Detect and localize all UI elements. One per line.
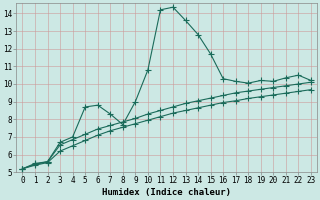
X-axis label: Humidex (Indice chaleur): Humidex (Indice chaleur) (102, 188, 231, 197)
